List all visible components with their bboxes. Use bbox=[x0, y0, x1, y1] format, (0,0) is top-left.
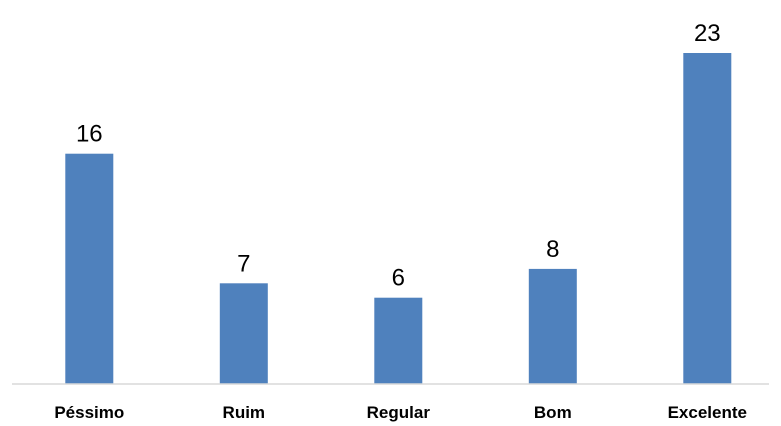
data-label-bom: 8 bbox=[546, 236, 559, 263]
bar-ruim bbox=[219, 283, 268, 384]
bars-layer bbox=[65, 53, 732, 384]
bar-bom bbox=[528, 268, 577, 384]
category-labels-layer: Péssimo Ruim Regular Bom Excelente bbox=[54, 403, 747, 422]
value-labels-layer: 16 7 6 8 23 bbox=[76, 20, 721, 292]
data-label-ruim: 7 bbox=[237, 250, 250, 277]
data-label-regular: 6 bbox=[392, 265, 405, 292]
bar-pessimo bbox=[65, 153, 114, 384]
x-tick-label-regular: Regular bbox=[367, 403, 431, 422]
x-tick-label-pessimo: Péssimo bbox=[54, 403, 124, 422]
x-tick-label-bom: Bom bbox=[534, 403, 572, 422]
data-label-excelente: 23 bbox=[694, 20, 721, 47]
x-tick-label-ruim: Ruim bbox=[223, 403, 266, 422]
bar-regular bbox=[374, 297, 423, 384]
x-tick-label-excelente: Excelente bbox=[668, 403, 747, 422]
bar-excelente bbox=[683, 53, 732, 384]
data-label-pessimo: 16 bbox=[76, 121, 103, 148]
